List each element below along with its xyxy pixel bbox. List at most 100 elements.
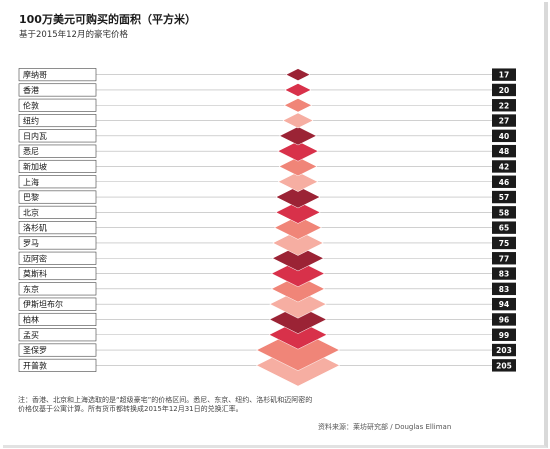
- chart-title: 100万美元可购买的面积（平方米）: [19, 13, 196, 26]
- city-label-box: [18, 297, 97, 311]
- area-diamond: [282, 112, 314, 129]
- city-label-box: [18, 221, 97, 235]
- city-label: 摩纳哥: [23, 70, 47, 80]
- city-label: 莫斯科: [23, 269, 47, 279]
- value-label-box: [492, 190, 516, 204]
- value-label-box: [492, 129, 516, 143]
- city-label: 上海: [23, 177, 39, 187]
- value-label-box: [492, 83, 516, 97]
- city-label-box: [18, 312, 97, 326]
- area-diamond: [271, 275, 325, 303]
- value-label-box: [492, 160, 516, 173]
- city-label: 日内瓦: [23, 131, 47, 141]
- value-label: 65: [499, 224, 509, 233]
- value-label-box: [492, 68, 516, 81]
- area-diamond: [271, 260, 325, 288]
- city-label-box: [18, 175, 97, 189]
- city-label: 迈阿密: [23, 253, 47, 263]
- city-label-box: [18, 83, 97, 97]
- city-label-box: [18, 267, 97, 281]
- source-credit: 资料来源：莱坊研究部 / Douglas Elliman: [318, 423, 452, 431]
- city-label-box: [18, 190, 97, 204]
- area-diamond: [284, 83, 312, 97]
- city-label-box: [18, 343, 97, 357]
- value-label: 46: [499, 178, 509, 187]
- city-label: 香港: [23, 85, 39, 95]
- area-diamond: [283, 98, 313, 113]
- area-diamond: [256, 329, 340, 371]
- city-label-box: [18, 98, 97, 112]
- area-diamond: [274, 215, 322, 240]
- city-label: 开普敦: [23, 360, 47, 370]
- area-diamond: [279, 126, 317, 146]
- value-label: 58: [499, 208, 509, 217]
- chart-subtitle: 基于2015年12月的豪宅价格: [19, 30, 128, 40]
- value-label: 48: [499, 147, 509, 156]
- value-label: 83: [499, 270, 509, 279]
- area-diamond: [269, 289, 327, 319]
- value-label-box: [492, 144, 516, 158]
- value-label: 42: [499, 162, 509, 171]
- area-diamond: [271, 245, 325, 272]
- area-diamond: [285, 68, 311, 81]
- area-diamond: [269, 304, 327, 334]
- city-label-box: [18, 205, 97, 219]
- city-label: 纽约: [23, 116, 39, 126]
- area-diamond: [277, 171, 319, 192]
- city-label-box: [18, 251, 97, 265]
- value-label: 20: [499, 86, 509, 95]
- value-label: 205: [496, 361, 512, 370]
- value-label-box: [492, 343, 516, 357]
- value-label: 57: [499, 193, 509, 202]
- value-label: 17: [499, 71, 509, 80]
- value-label: 96: [499, 315, 509, 324]
- value-label-box: [492, 359, 516, 372]
- city-label: 罗马: [23, 239, 39, 248]
- city-label: 巴黎: [23, 192, 39, 202]
- city-label-box: [18, 129, 97, 143]
- city-label: 东京: [23, 284, 39, 294]
- area-diamond: [277, 140, 319, 162]
- area-diamond: [275, 201, 321, 224]
- city-label-box: [18, 68, 97, 82]
- city-label: 北京: [23, 207, 39, 217]
- value-label: 83: [499, 285, 509, 294]
- value-label-box: [492, 236, 516, 250]
- city-label: 伦敦: [23, 100, 39, 110]
- city-label-box: [18, 358, 97, 372]
- value-label: 75: [499, 239, 509, 248]
- footnote: 注：香港、北京和上海选取的是“超级豪宅”的价格区间。悉尼、东京、纽约、洛杉矶和迈…: [18, 396, 313, 413]
- city-label-box: [18, 236, 97, 250]
- city-label: 洛杉矶: [23, 223, 47, 233]
- value-label-box: [492, 99, 516, 112]
- value-label-box: [492, 297, 516, 311]
- area-diamond: [268, 320, 328, 350]
- city-label-box: [18, 144, 97, 158]
- city-label: 伊斯坦布尔: [23, 299, 63, 309]
- value-label-box: [492, 328, 516, 341]
- value-label-box: [492, 282, 516, 296]
- value-label: 94: [499, 300, 509, 309]
- city-label: 柏林: [23, 314, 39, 324]
- city-label: 孟买: [23, 330, 39, 340]
- value-label: 27: [499, 117, 509, 126]
- area-diamond: [275, 185, 321, 209]
- value-label-box: [492, 313, 516, 326]
- city-label: 悉尼: [23, 146, 39, 156]
- city-label: 圣保罗: [23, 345, 47, 355]
- value-label-box: [492, 206, 516, 219]
- value-label: 203: [496, 346, 512, 355]
- area-diamond: [272, 230, 324, 256]
- city-label-box: [18, 114, 97, 128]
- city-label-box: [18, 282, 97, 296]
- value-label-box: [492, 252, 516, 265]
- value-label-box: [492, 114, 516, 127]
- city-label-box: [18, 328, 97, 342]
- city-label-box: [18, 159, 97, 173]
- value-label: 77: [499, 254, 509, 263]
- value-label: 22: [499, 101, 509, 110]
- area-diamond: [278, 156, 318, 177]
- value-label-box: [492, 267, 516, 280]
- city-label: 新加坡: [23, 161, 47, 171]
